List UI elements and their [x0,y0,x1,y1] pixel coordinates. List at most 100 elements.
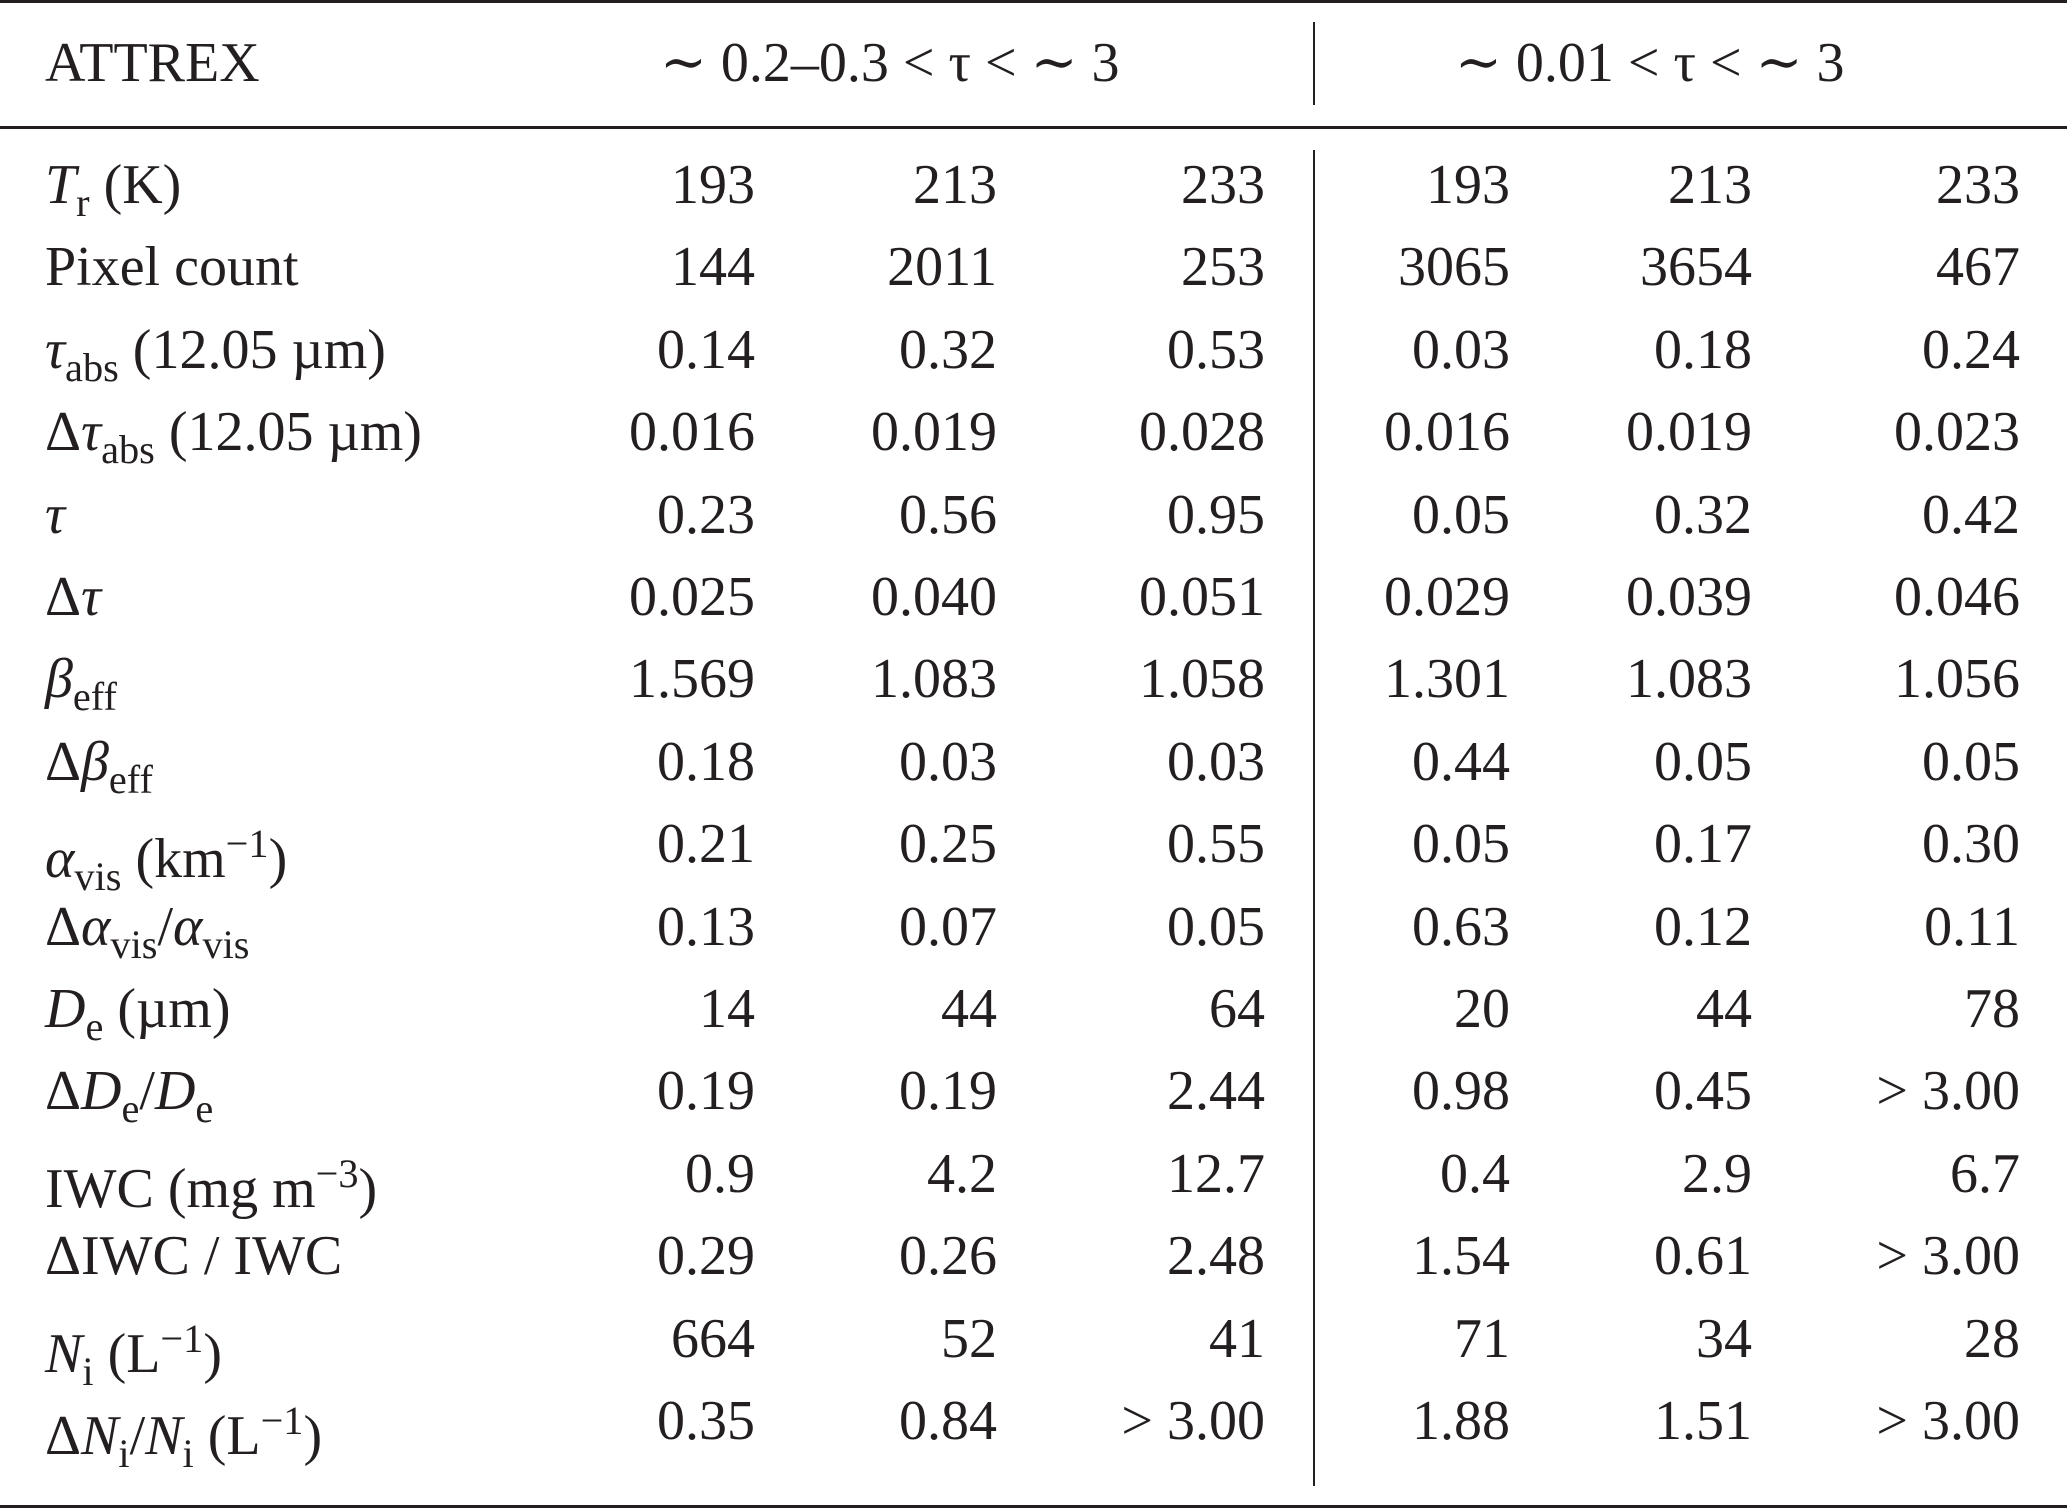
row-label-part: τ [81,566,102,628]
row-label: Δτabs (12.05 µm) [45,392,422,472]
table-cell: 0.19 [657,1060,755,1123]
table-cell: 0.023 [1894,401,2020,464]
row-label-part: eff [72,674,117,720]
row-label-part: e [195,1086,214,1132]
table-row: Δτ 0.025 0.040 0.051 0.029 0.039 0.046 [0,557,2067,637]
table-cell: 0.17 [1654,813,1752,876]
row-label-part: e [121,1086,140,1132]
table-cell: 0.019 [1626,401,1752,464]
table-cell: 664 [671,1307,755,1370]
table-cell: 233 [1936,154,2020,216]
row-label-part: e [85,1003,104,1049]
row-label-part: Δ [45,730,82,793]
row-label: Δβeff [45,722,153,802]
row-label-part: vis [110,921,158,967]
row-label-part: vis [74,854,122,900]
table-cell: 1.058 [1139,648,1265,711]
table-cell: > 3.00 [1121,1390,1265,1452]
row-label-part: N [145,1405,183,1468]
row-label-part: (K) [89,154,182,216]
table-cell: 44 [941,978,997,1040]
table-cell: 0.039 [1626,566,1752,628]
row-label-part: Δ [45,401,82,464]
table-cell: 0.05 [1412,813,1510,876]
table-cell: 0.29 [657,1225,755,1288]
table-cell: 0.98 [1412,1060,1510,1123]
table-cell: 52 [941,1307,997,1370]
row-label: Δαvis/αvis [45,887,249,967]
row-label-part: ) [358,1157,378,1220]
table-cell: 3654 [1640,236,1752,299]
table-cell: 2011 [887,236,997,299]
table-cell: 2.9 [1682,1142,1752,1205]
row-label-part: −1 [225,821,269,867]
table-cell: 71 [1454,1307,1510,1370]
row-label-part: i [118,1431,130,1477]
bottom-rule [0,1505,2067,1508]
row-label: αvis (km−1) [45,804,287,899]
table-row: Δτabs (12.05 µm) 0.016 0.019 0.028 0.016 0.01… [0,392,2067,472]
table-cell: 0.4 [1440,1142,1510,1205]
table-cell: 41 [1209,1307,1265,1370]
table-cell: 213 [1668,154,1752,216]
row-label-part: (L [193,1405,261,1468]
table-row: Tr (K) 193 213 233 193 213 233 [0,145,2067,225]
table-cell: 0.18 [1654,318,1752,381]
row-label-part: β [81,730,109,793]
row-label-part: τ [45,318,66,381]
row-label-part: (L [93,1322,161,1385]
header-group-b: ∼ 0.01 < τ < ∼ 3 [1455,32,1845,94]
table-cell: 0.32 [1654,483,1752,546]
row-label-part: / [157,895,174,958]
row-label-part: (µm) [103,978,231,1040]
table-cell: 0.45 [1654,1060,1752,1123]
table-cell: 0.03 [1167,730,1265,793]
table-cell: 0.19 [899,1060,997,1123]
row-label-part: ) [203,1322,222,1385]
row-label-part: i [182,1431,194,1477]
table-cell: 14 [699,978,755,1040]
table-cell: 1.301 [1384,648,1510,711]
row-label-part: (km [121,828,226,891]
table-cell: > 3.00 [1876,1060,2020,1123]
table-cell: 0.016 [629,401,755,464]
table-row: αvis (km−1) 0.21 0.25 0.55 0.05 0.17 0.30 [0,804,2067,899]
table-cell: 233 [1181,154,1265,216]
table-cell: 0.040 [871,566,997,628]
table-cell: 0.046 [1894,566,2020,628]
row-label: De (µm) [45,969,230,1049]
table-cell: 0.26 [899,1225,997,1288]
table-cell: 0.56 [899,483,997,546]
row-label-part: Δ [45,1405,82,1468]
column-divider-header [1313,22,1315,105]
table-row: ΔIWC / IWC 0.29 0.26 2.48 1.54 0.61 > 3.00 [0,1216,2067,1296]
row-label-part: −3 [315,1150,359,1196]
table-cell: 0.029 [1384,566,1510,628]
row-label-part: (12.05 µm) [118,318,386,381]
table-cell: > 3.00 [1876,1225,2020,1288]
row-label-part: / [129,1405,146,1468]
table-row: Ni (L−1) 664 52 41 71 34 28 [0,1299,2067,1394]
table-cell: 34 [1696,1307,1752,1370]
row-label-part: abs [65,344,119,390]
table-cell: 0.18 [657,730,755,793]
row-label-part: ΔIWC / IWC [45,1225,343,1288]
table-cell: 467 [1936,236,2020,299]
row-label-part: T [45,154,77,216]
table-cell: 0.63 [1412,895,1510,958]
row-label-part: β [45,648,73,711]
table-cell: 0.05 [1654,730,1752,793]
table-cell: 213 [913,154,997,216]
table-cell: 1.083 [871,648,997,711]
table-cell: 6.7 [1950,1142,2020,1205]
table-cell: 12.7 [1167,1142,1265,1205]
row-label: τabs (12.05 µm) [45,310,386,390]
row-label-part: Δ [45,895,82,958]
table-cell: 0.05 [1922,730,2020,793]
row-label: ΔIWC / IWC [45,1216,342,1296]
table-cell: 0.35 [657,1390,755,1452]
table-row: De (µm) 14 44 64 20 44 78 [0,969,2067,1049]
row-label-part: τ [81,401,102,464]
table-row: ΔDe/De 0.19 0.19 2.44 0.98 0.45 > 3.00 [0,1051,2067,1131]
table-cell: 3065 [1398,236,1510,299]
